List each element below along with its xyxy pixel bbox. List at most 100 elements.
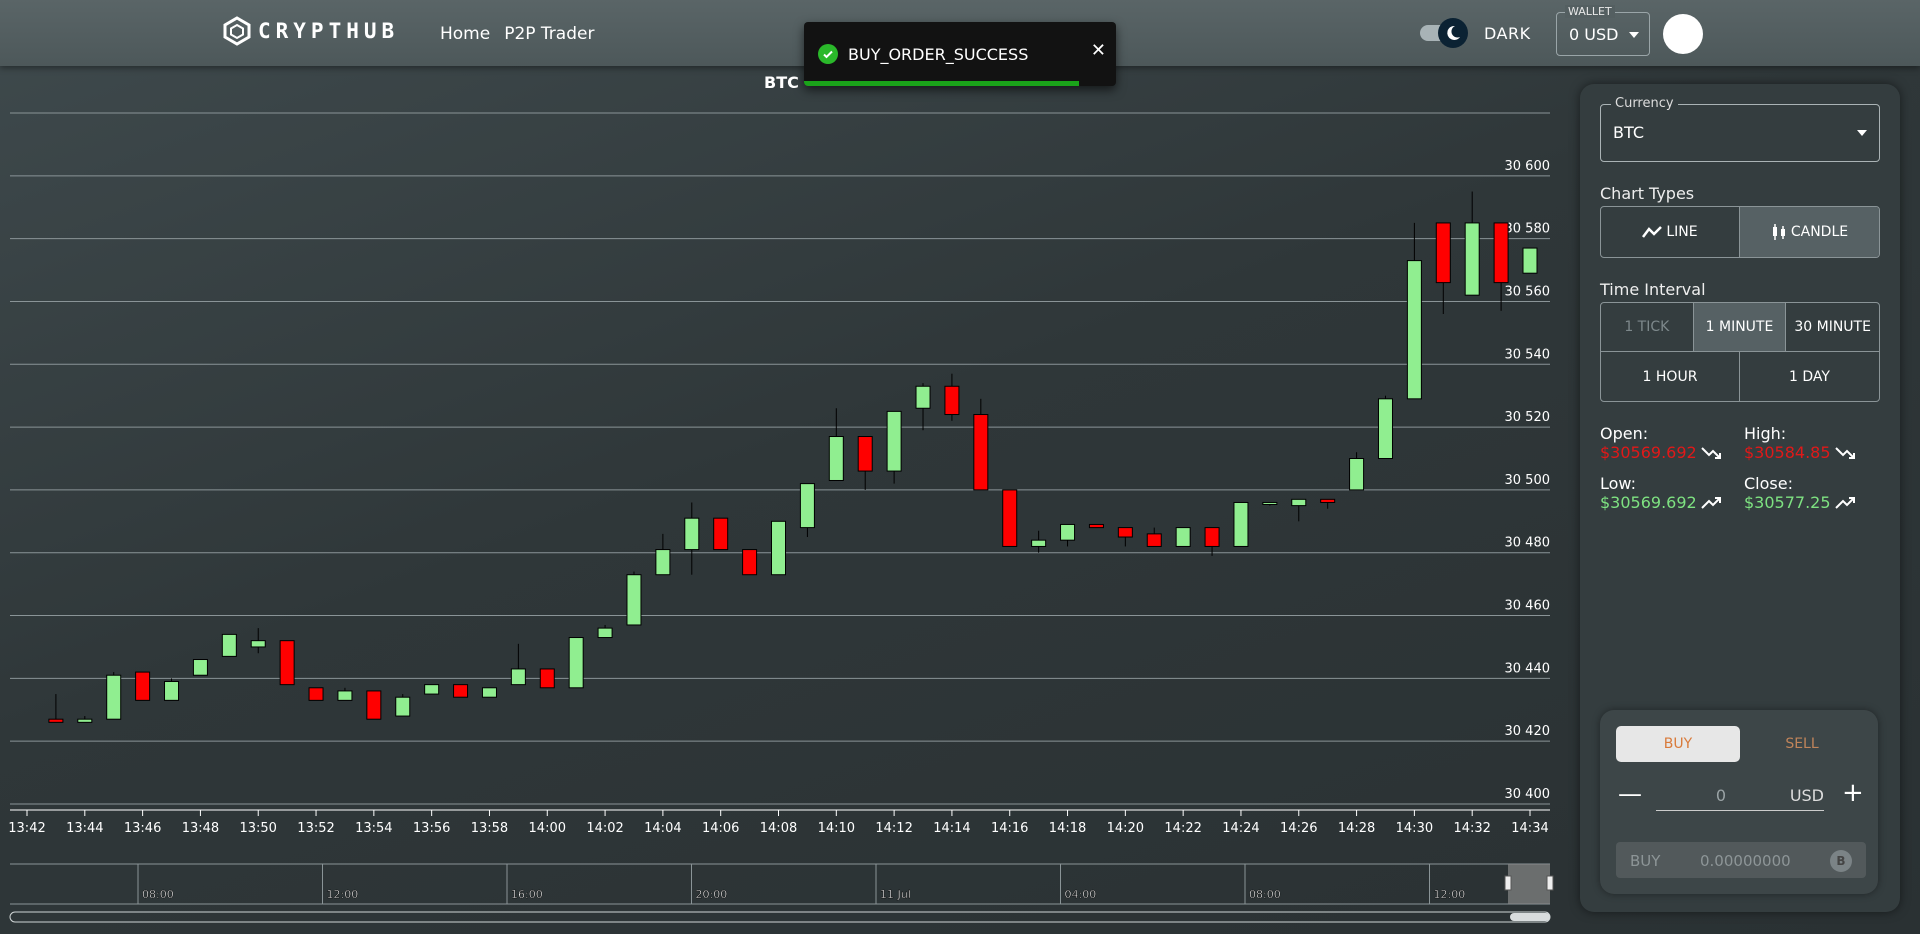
wallet-value: 0 USD: [1569, 25, 1619, 44]
candle-body: [1377, 398, 1393, 459]
ohlc-open: Open: $30569.692: [1600, 424, 1723, 462]
x-tick-label: 14:16: [991, 821, 1028, 836]
interval-1-day-button[interactable]: 1 DAY: [1789, 368, 1830, 385]
interval-1-minute-button[interactable]: 1 MINUTE: [1693, 303, 1787, 352]
candle-body: [568, 637, 584, 689]
candle-body: [106, 674, 122, 720]
chart-type-label: CANDLE: [1790, 224, 1849, 240]
theme-toggle[interactable]: [1420, 18, 1468, 48]
candle-body: [1320, 498, 1336, 503]
x-tick-label: 14:34: [1511, 821, 1548, 836]
candle-body: [1002, 489, 1018, 547]
x-tick-label: 14:12: [875, 821, 912, 836]
candle-body: [1493, 222, 1509, 284]
chart-type-group: LINE CANDLE: [1600, 206, 1880, 258]
close-icon[interactable]: ✕: [1090, 40, 1106, 61]
avatar[interactable]: [1663, 14, 1703, 54]
amount-value: 0: [1715, 786, 1727, 805]
y-tick-label: 30 420: [1505, 724, 1551, 739]
sell-tab[interactable]: SELL: [1785, 736, 1819, 752]
candle-body: [626, 574, 642, 626]
wallet-select[interactable]: WALLET 0 USD: [1556, 5, 1650, 56]
navigator-tick-label: 08:00: [142, 888, 174, 901]
wallet-legend: WALLET: [1565, 5, 1615, 18]
candle-body: [453, 684, 469, 698]
candle-body: [1291, 498, 1307, 507]
candle-body: [915, 385, 931, 409]
trend-down-icon: [1834, 446, 1855, 459]
x-tick-label: 14:22: [1164, 821, 1201, 836]
trend-up-icon: [1834, 496, 1855, 509]
candle-body: [1204, 527, 1220, 547]
candle-body: [886, 410, 902, 472]
minus-icon[interactable]: —: [1618, 780, 1642, 808]
chart-type-line-button[interactable]: LINE: [1601, 207, 1740, 257]
x-tick-label: 13:50: [239, 821, 276, 836]
amount-input[interactable]: 0 USD: [1656, 780, 1824, 811]
candle-body: [424, 684, 440, 695]
interval-group: 1 TICK 1 MINUTE 30 MINUTE 1 HOUR 1 DAY: [1600, 302, 1880, 402]
x-tick-label: 14:32: [1453, 821, 1490, 836]
candle-body: [713, 517, 729, 551]
ohlc-high: High: $30584.85: [1744, 424, 1857, 462]
low-label: Low:: [1600, 474, 1637, 493]
candlestick-icon: [1772, 224, 1785, 240]
buy-submit-label: BUY: [1630, 852, 1661, 870]
buy-submit-button[interactable]: BUY 0.00000000 B: [1616, 842, 1866, 878]
buy-tab[interactable]: BUY: [1616, 726, 1740, 762]
ohlc-low: Low: $30569.692: [1600, 474, 1723, 512]
plus-icon[interactable]: +: [1842, 778, 1864, 808]
interval-1-hour-button[interactable]: 1 HOUR: [1601, 352, 1740, 401]
caret-down-icon: [1629, 32, 1639, 38]
x-tick-label: 14:30: [1396, 821, 1433, 836]
candle-body: [771, 520, 786, 576]
trend-down-icon: [1700, 446, 1721, 459]
candle-body: [684, 517, 700, 551]
navigator-tick-label: 20:00: [696, 888, 728, 901]
logo-hex-icon: [223, 16, 251, 46]
navigator-scrollbar-thumb: [1510, 913, 1550, 921]
candle-body: [250, 640, 266, 648]
y-tick-label: 30 600: [1505, 159, 1551, 174]
toast-notification: BUY_ORDER_SUCCESS ✕: [804, 22, 1116, 86]
high-label: High:: [1744, 424, 1787, 443]
candle-body: [192, 659, 208, 676]
candle-body: [597, 627, 613, 639]
time-interval-label: Time Interval: [1600, 280, 1706, 299]
candle-body: [857, 436, 873, 472]
candlestick-chart[interactable]: 30 400 30 420 30 440 30 460 30 480 30 500 30 5…: [0, 60, 1560, 930]
y-tick-label: 30 480: [1505, 536, 1551, 551]
interval-1-tick-button[interactable]: 1 TICK: [1601, 303, 1694, 352]
candle-body: [48, 718, 64, 723]
candle-body: [1522, 247, 1538, 274]
toast-progress-bar: [804, 81, 1079, 86]
y-tick-label: 30 460: [1505, 599, 1551, 614]
candle-body: [1435, 222, 1451, 284]
candle-body: [1464, 222, 1480, 296]
currency-select[interactable]: Currency BTC: [1600, 96, 1880, 162]
candle-body: [395, 696, 411, 717]
candle-body: [366, 690, 382, 720]
x-tick-label: 13:54: [355, 821, 392, 836]
navigator-tick-label: 08:00: [1249, 888, 1281, 901]
x-tick-label: 14:00: [529, 821, 566, 836]
candle-body: [77, 718, 93, 723]
navigator-tick-label: 11 Jul: [880, 888, 911, 901]
candle-body: [1262, 501, 1278, 505]
logo[interactable]: CRYPTHUB: [222, 16, 399, 46]
y-tick-label: 30 400: [1505, 787, 1551, 802]
navigator-handle-right: [1546, 875, 1554, 891]
nav-home-link[interactable]: Home: [440, 24, 491, 44]
nav-p2p-trader-link[interactable]: P2P Trader: [504, 24, 595, 44]
amount-unit: USD: [1789, 786, 1824, 805]
y-tick-label: 30 440: [1505, 661, 1551, 676]
low-value: $30569.692: [1600, 493, 1697, 512]
open-value: $30569.692: [1600, 443, 1697, 462]
line-chart-icon: [1642, 226, 1663, 238]
x-tick-label: 14:02: [586, 821, 623, 836]
y-tick-label: 30 540: [1505, 347, 1551, 362]
chart-type-candle-button[interactable]: CANDLE: [1740, 207, 1879, 257]
interval-30-minute-button[interactable]: 30 MINUTE: [1786, 303, 1879, 352]
navigator-tick-label: 16:00: [511, 888, 543, 901]
candle-body: [1146, 533, 1162, 547]
